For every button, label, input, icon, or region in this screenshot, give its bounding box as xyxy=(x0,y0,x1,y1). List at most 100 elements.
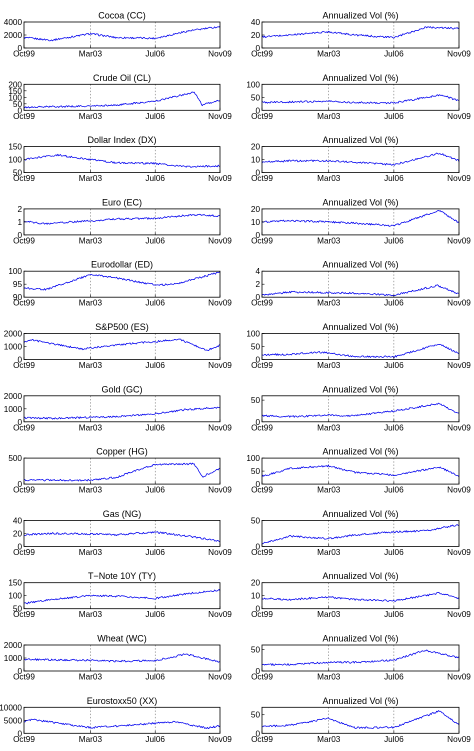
y-tick-label: 1000 xyxy=(4,654,23,663)
x-tick-label: Oct99 xyxy=(251,486,273,495)
x-tick-label: Mar03 xyxy=(317,548,341,557)
x-tick-label: Mar03 xyxy=(79,735,103,744)
x-tick-label: Nov09 xyxy=(447,735,471,744)
axes-frame xyxy=(23,208,221,236)
axes-frame xyxy=(23,644,221,672)
series-line xyxy=(23,25,221,42)
y-tick-label: 50 xyxy=(251,343,261,352)
x-tick-label: Oct99 xyxy=(251,174,273,183)
y-tick-label: 0 xyxy=(17,729,22,738)
axes-frame xyxy=(23,333,221,360)
axes-frame xyxy=(261,520,460,547)
x-tick-label: Nov09 xyxy=(447,174,471,183)
y-tick-label: 2 xyxy=(255,280,260,289)
x-tick-label: Oct99 xyxy=(251,361,273,370)
series-line xyxy=(23,406,221,420)
panel-title: Annualized Vol (%) xyxy=(322,73,398,83)
x-tick-label: Jul06 xyxy=(145,50,165,59)
panel-title: Copper (HG) xyxy=(96,447,148,457)
y-tick-label: 95 xyxy=(13,280,23,289)
x-tick-label: Jul06 xyxy=(145,236,165,245)
panel-16: Gas (NG) 0 20 40 Oct99 Mar03 Jul06 Nov09 xyxy=(13,509,232,557)
y-tick-label: 40 xyxy=(13,516,23,525)
x-tick-label: Nov09 xyxy=(208,610,232,619)
x-tick-label: Nov09 xyxy=(447,610,471,619)
series-line xyxy=(261,210,460,227)
panel-title: Annualized Vol (%) xyxy=(322,11,398,21)
series-line xyxy=(23,531,221,543)
x-tick-label: Oct99 xyxy=(13,610,35,619)
x-tick-label: Jul06 xyxy=(384,361,404,370)
y-tick-label: 50 xyxy=(251,711,261,720)
panel-5: Annualized Vol (%) 0 10 20 Oct99 Mar03 Jul06 No… xyxy=(251,135,471,183)
x-tick-label: Oct99 xyxy=(13,236,35,245)
x-tick-label: Jul06 xyxy=(384,735,404,744)
y-tick-label: 50 xyxy=(13,605,23,614)
y-tick-label: 50 xyxy=(13,169,23,178)
x-tick-label: Oct99 xyxy=(13,735,35,744)
x-tick-label: Jul06 xyxy=(145,610,165,619)
y-tick-label: 0 xyxy=(255,106,260,115)
y-tick-label: 100 xyxy=(246,330,260,339)
panel-4: Dollar Index (DX) 50 100 150 Oct99 Mar03 Jul06… xyxy=(8,135,232,183)
x-tick-label: Mar03 xyxy=(79,112,103,121)
x-tick-label: Mar03 xyxy=(79,299,103,308)
panel-title: Annualized Vol (%) xyxy=(322,509,398,519)
x-tick-label: Jul06 xyxy=(384,486,404,495)
y-tick-label: 2000 xyxy=(4,392,23,401)
x-tick-label: Nov09 xyxy=(447,361,471,370)
x-tick-label: Nov09 xyxy=(447,673,471,682)
y-tick-label: 1000 xyxy=(4,405,23,414)
x-tick-label: Nov09 xyxy=(447,486,471,495)
y-tick-label: 50 xyxy=(251,516,261,525)
y-tick-label: 0 xyxy=(17,418,22,427)
x-tick-label: Oct99 xyxy=(251,236,273,245)
x-tick-label: Jul06 xyxy=(145,361,165,370)
x-tick-label: Jul06 xyxy=(145,548,165,557)
panel-title: Annualized Vol (%) xyxy=(322,696,398,706)
panel-10: S&P500 (ES) 0 1000 2000 Oct99 Mar03 Jul06 Nov09 xyxy=(4,322,232,370)
axes-frame xyxy=(23,270,221,298)
y-tick-label: 0 xyxy=(255,667,260,676)
x-tick-label: Nov09 xyxy=(447,423,471,432)
y-tick-label: 50 xyxy=(251,645,261,654)
y-tick-label: 4000 xyxy=(4,18,23,27)
series-line xyxy=(23,213,221,225)
panel-title: Annualized Vol (%) xyxy=(322,260,398,270)
axes-frame xyxy=(261,395,460,423)
y-tick-label: 100 xyxy=(8,156,22,165)
y-tick-label: 1 xyxy=(17,218,22,227)
series-line xyxy=(23,653,221,663)
x-tick-label: Nov09 xyxy=(208,174,232,183)
x-tick-label: Oct99 xyxy=(13,548,35,557)
x-tick-label: Oct99 xyxy=(13,673,35,682)
y-tick-label: 1000 xyxy=(4,343,23,352)
series-line xyxy=(23,589,221,605)
panel-18: T−Note 10Y (TY) 50 100 150 Oct99 Mar03 Jul06 No… xyxy=(8,571,232,619)
y-tick-label: 0 xyxy=(255,480,260,489)
y-tick-label: 50 xyxy=(251,396,261,405)
x-tick-label: Mar03 xyxy=(317,299,341,308)
panel-title: Annualized Vol (%) xyxy=(322,322,398,332)
y-tick-label: 40 xyxy=(251,18,261,27)
y-tick-label: 150 xyxy=(8,87,22,96)
x-tick-label: Oct99 xyxy=(13,486,35,495)
panel-title: Annualized Vol (%) xyxy=(322,447,398,457)
panel-title: Annualized Vol (%) xyxy=(322,197,398,207)
y-tick-label: 50 xyxy=(13,100,23,109)
series-line xyxy=(261,464,460,478)
x-tick-label: Jul06 xyxy=(145,112,165,121)
x-tick-label: Jul06 xyxy=(384,423,404,432)
panel-title: S&P500 (ES) xyxy=(95,322,149,332)
panel-12: Gold (GC) 0 1000 2000 Oct99 Mar03 Jul06 Nov09 xyxy=(4,384,232,432)
x-tick-label: Nov09 xyxy=(208,361,232,370)
x-tick-label: Mar03 xyxy=(317,361,341,370)
x-tick-label: Jul06 xyxy=(145,174,165,183)
x-tick-label: Mar03 xyxy=(317,486,341,495)
x-tick-label: Oct99 xyxy=(13,174,35,183)
series-line xyxy=(23,91,221,109)
series-line xyxy=(261,94,460,105)
x-tick-label: Mar03 xyxy=(79,673,103,682)
axes-frame xyxy=(261,208,460,236)
y-tick-label: 20 xyxy=(251,31,261,40)
